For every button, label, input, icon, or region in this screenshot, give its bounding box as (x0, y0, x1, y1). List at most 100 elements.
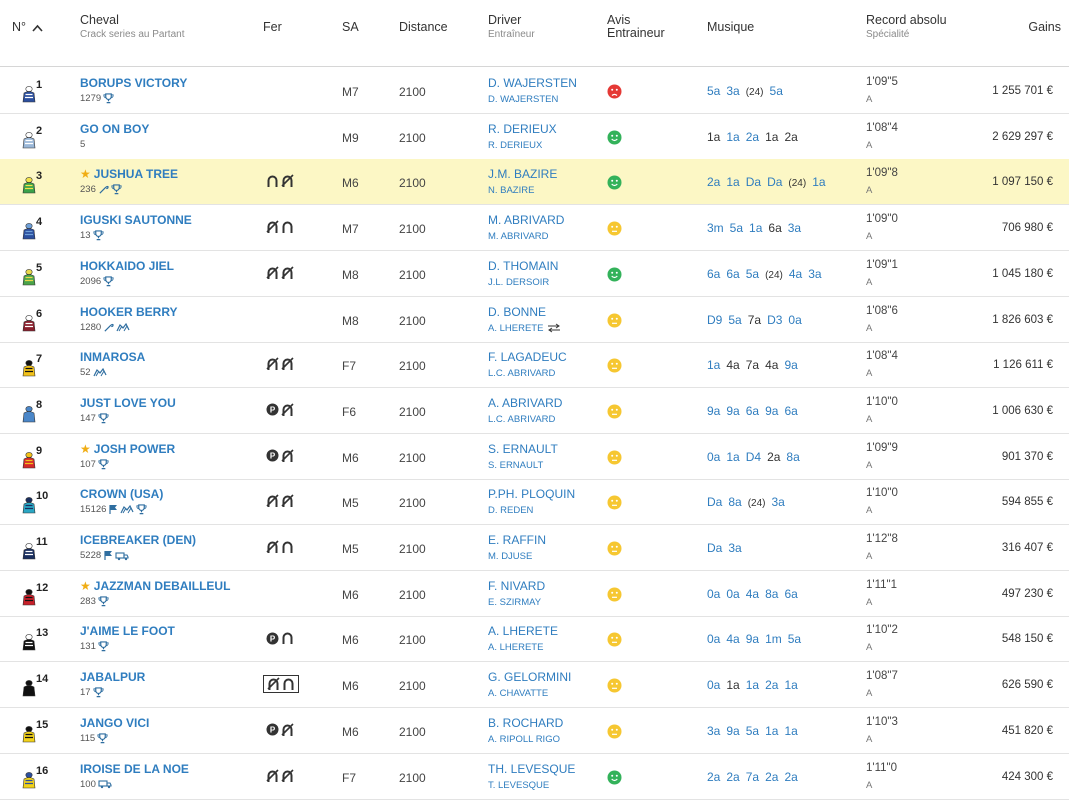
table-row[interactable]: 4 IGUSKI SAUTONNE 13 M7 2100 M. ABRIVARD M. AB… (0, 205, 1069, 252)
table-row[interactable]: 6 HOOKER BERRY 1280 M8 2100 D. BONNE A. LHERET… (0, 297, 1069, 343)
driver-link[interactable]: D. THOMAIN (488, 258, 559, 273)
musique-result[interactable]: 2a (707, 175, 721, 190)
musique-result[interactable]: D4 (745, 449, 762, 464)
table-row[interactable]: 10 CROWN (USA) 15126 M5 2100 P.PH. PLOQUIN D. … (0, 479, 1069, 526)
col-distance-header[interactable]: Distance (399, 20, 448, 34)
col-sa-header[interactable]: SA (342, 20, 359, 34)
trainer-link[interactable]: N. BAZIRE (488, 185, 535, 197)
driver-link[interactable]: A. LHERETE (488, 624, 559, 639)
musique-result[interactable]: 9a (726, 723, 740, 738)
musique-result[interactable]: 1a (765, 723, 779, 738)
musique-result[interactable]: 1a (812, 175, 826, 190)
horse-name-link[interactable]: HOOKER BERRY (80, 305, 178, 319)
musique-result[interactable]: 3a (707, 723, 721, 738)
swap-icon[interactable] (547, 323, 561, 333)
driver-link[interactable]: M. ABRIVARD (488, 213, 565, 228)
horse-name-link[interactable]: IGUSKI SAUTONNE (80, 213, 192, 227)
driver-link[interactable]: TH. LEVESQUE (488, 761, 576, 776)
trainer-link[interactable]: L.C. ABRIVARD (488, 368, 556, 380)
musique-result[interactable]: 6a (726, 266, 740, 281)
table-row[interactable]: 9 ★ JOSH POWER 107 P M6 2100 S. ERNAULT S. ERNAU… (0, 434, 1069, 480)
driver-link[interactable]: P.PH. PLOQUIN (488, 487, 576, 502)
trainer-link[interactable]: A. LHERETE (488, 642, 544, 654)
table-row[interactable]: 11 ICEBREAKER (DEN) 5228 M5 2100 E. RAFFIN M. … (0, 525, 1069, 571)
trainer-link[interactable]: A. RIPOLL RIGO (488, 733, 560, 745)
musique-result[interactable]: 1a (784, 723, 798, 738)
horse-name-link[interactable]: ★ JAZZMAN DEBAILLEUL (80, 579, 230, 593)
musique-result[interactable]: 4a (726, 358, 740, 373)
musique-result[interactable]: 1a (726, 175, 740, 190)
driver-link[interactable]: D. WAJERSTEN (488, 76, 577, 90)
musique-result[interactable]: 5a (728, 312, 742, 327)
musique-result[interactable]: 3a (771, 495, 785, 510)
sort-asc-icon[interactable] (32, 24, 43, 32)
musique-result[interactable]: Da (745, 175, 762, 190)
table-row[interactable]: 5 HOKKAIDO JIEL 2096 M8 2100 D. THOMAIN J.L. D… (0, 251, 1069, 297)
table-row[interactable]: 16 IROISE DE LA NOE 100 F7 2100 TH. LEVESQUE T… (0, 754, 1069, 800)
musique-result[interactable]: Da (707, 541, 723, 555)
musique-result[interactable]: 9a (707, 403, 721, 418)
musique-result[interactable]: 0a (726, 586, 740, 601)
musique-result[interactable]: 3a (726, 84, 740, 98)
musique-result[interactable]: 5a (729, 221, 744, 236)
trainer-link[interactable]: D. WAJERSTEN (488, 94, 559, 105)
trainer-link[interactable]: L.C. ABRIVARD (488, 413, 556, 425)
musique-result[interactable]: 3a (808, 266, 822, 281)
musique-result[interactable]: 2a (765, 678, 779, 693)
musique-result[interactable]: 5a (745, 266, 760, 281)
horse-name-link[interactable]: CROWN (USA) (80, 487, 163, 501)
trainer-link[interactable]: M. ABRIVARD (488, 231, 549, 243)
musique-result[interactable]: 2a (767, 449, 781, 464)
musique-result[interactable]: 7a (745, 769, 760, 784)
musique-result[interactable]: 9a (745, 632, 760, 647)
musique-result[interactable]: 9a (784, 358, 798, 373)
trainer-link[interactable]: T. LEVESQUE (488, 779, 550, 791)
musique-result[interactable]: 1a (726, 678, 740, 693)
horse-name-link[interactable]: GO ON BOY (80, 122, 149, 136)
col-fer-header[interactable]: Fer (263, 20, 282, 34)
musique-result[interactable]: Da (767, 175, 783, 190)
musique-result[interactable]: 5a (769, 84, 783, 98)
table-row[interactable]: 13 J'AIME LE FOOT 131 P M6 2100 A. LHERETE A. L… (0, 616, 1069, 663)
musique-result[interactable]: 0a (707, 449, 721, 464)
driver-link[interactable]: F. LAGADEUC (488, 350, 567, 365)
musique-result[interactable]: 8a (786, 449, 800, 464)
driver-link[interactable]: S. ERNAULT (488, 441, 558, 456)
musique-result[interactable]: 1a (726, 449, 740, 464)
musique-result[interactable]: D3 (767, 312, 783, 327)
table-row[interactable]: 1 BORUPS VICTORY 1279 M7 2100 D. WAJERSTEN D. … (0, 68, 1069, 114)
musique-result[interactable]: 7a (747, 312, 762, 327)
musique-result[interactable]: 0a (707, 678, 721, 693)
musique-result[interactable]: 1a (707, 358, 721, 373)
col-record-header[interactable]: Record absolu Spécialité (866, 14, 947, 41)
musique-result[interactable]: 0a (707, 632, 721, 647)
trainer-link[interactable]: D. REDEN (488, 505, 534, 517)
driver-link[interactable]: G. GELORMINI (488, 670, 572, 685)
driver-link[interactable]: D. BONNE (488, 304, 547, 319)
driver-link[interactable]: F. NIVARD (488, 578, 546, 593)
musique-result[interactable]: 2a (707, 769, 721, 784)
musique-result[interactable]: 8a (765, 586, 779, 601)
musique-result[interactable]: D9 (707, 312, 723, 327)
horse-name-link[interactable]: IROISE DE LA NOE (80, 762, 189, 776)
table-row[interactable]: 7 INMAROSA 52 F7 2100 F. LAGADEUC L.C. ABRIVAR… (0, 342, 1069, 389)
musique-result[interactable]: 6a (784, 586, 798, 601)
table-row[interactable]: 12 ★ JAZZMAN DEBAILLEUL 283 M6 2100 F. NIVARD E… (0, 571, 1069, 617)
trainer-link[interactable]: R. DERIEUX (488, 139, 543, 151)
horse-name-link[interactable]: JABALPUR (80, 670, 145, 684)
musique-result[interactable]: 2a (726, 769, 740, 784)
horse-name-link[interactable]: ★ JOSH POWER (80, 442, 175, 456)
horse-name-link[interactable]: ICEBREAKER (DEN) (80, 533, 196, 547)
musique-result[interactable]: 2a (784, 129, 798, 144)
driver-link[interactable]: B. ROCHARD (488, 715, 564, 730)
horse-name-link[interactable]: BORUPS VICTORY (80, 76, 187, 90)
trainer-link[interactable]: M. DJUSE (488, 551, 533, 562)
musique-result[interactable]: 2a (745, 129, 760, 144)
musique-result[interactable]: 7a (745, 358, 760, 373)
trainer-link[interactable]: A. LHERETE (488, 322, 544, 334)
musique-result[interactable]: 4a (726, 632, 740, 647)
table-row[interactable]: 8 JUST LOVE YOU 147 P F6 2100 A. ABRIVARD L.C. … (0, 388, 1069, 434)
musique-result[interactable]: 5a (787, 632, 802, 647)
musique-result[interactable]: 6a (784, 403, 798, 418)
musique-result[interactable]: 1a (749, 221, 763, 236)
